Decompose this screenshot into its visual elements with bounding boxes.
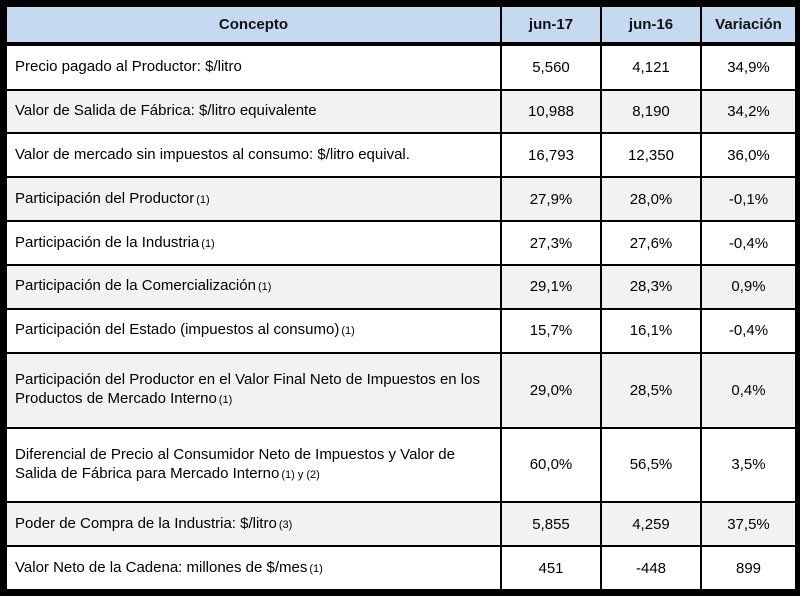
concept-cell: Diferencial de Precio al Consumidor Neto… — [5, 426, 502, 504]
footnote-ref: (3) — [278, 518, 293, 531]
table-row: Valor de mercado sin impuestos al consum… — [5, 132, 797, 179]
footnote-ref: (1) — [218, 394, 233, 407]
concept-cell: Valor de Salida de Fábrica: $/litro equi… — [5, 88, 502, 135]
variation-cell: 34,9% — [700, 43, 797, 91]
concept-text: Participación del Productor en el Valor … — [15, 371, 480, 408]
jun17-cell: 16,793 — [500, 132, 602, 179]
jun16-cell: -448 — [600, 545, 702, 591]
concept-text: Participación de la Comercialización — [15, 277, 256, 295]
jun17-cell: 5,855 — [500, 501, 602, 548]
jun17-cell: 60,0% — [500, 426, 602, 504]
concept-cell: Participación de la Industria (1) — [5, 220, 502, 266]
concept-cell: Participación de la Comercialización (1) — [5, 264, 502, 310]
footnote-ref: (1) — [196, 193, 210, 206]
jun17-cell: 27,9% — [500, 176, 602, 223]
table-row: Valor Neto de la Cadena: millones de $/m… — [5, 545, 797, 591]
footnote-ref: (1) — [257, 281, 272, 294]
table-row: Poder de Compra de la Industria: $/litro… — [5, 501, 797, 548]
concept-text: Valor de mercado sin impuestos al consum… — [15, 145, 410, 163]
variation-cell: 37,5% — [700, 501, 797, 548]
jun16-cell: 56,5% — [600, 426, 702, 504]
jun16-cell: 4,121 — [600, 43, 702, 91]
concept-cell: Participación del Productor en el Valor … — [5, 351, 502, 429]
jun16-cell: 12,350 — [600, 132, 702, 179]
variation-cell: -0,1% — [700, 176, 797, 223]
concept-text: Valor Neto de la Cadena: millones de $/m… — [15, 558, 308, 576]
concept-text: Participación de la Industria — [15, 233, 200, 251]
table-row: Precio pagado al Productor: $/litro 5,56… — [5, 43, 797, 91]
header-cell-concepto: Concepto — [5, 5, 502, 46]
jun16-cell: 16,1% — [600, 307, 702, 354]
jun16-cell: 28,5% — [600, 351, 702, 429]
header-row: Concepto jun-17 jun-16 Variación — [5, 5, 797, 46]
table-row: Participación del Productor (1) 27,9% 28,… — [5, 176, 797, 223]
concept-cell: Valor Neto de la Cadena: millones de $/m… — [5, 545, 502, 591]
jun16-cell: 28,0% — [600, 176, 702, 223]
jun16-cell: 28,3% — [600, 264, 702, 310]
footnote-ref: (1) y (2) — [281, 468, 320, 481]
jun17-cell: 15,7% — [500, 307, 602, 354]
header-cell-jun17: jun-17 — [500, 5, 602, 46]
jun17-cell: 29,0% — [500, 351, 602, 429]
jun17-cell: 10,988 — [500, 88, 602, 135]
footnote-ref: (1) — [201, 237, 215, 250]
variation-cell: 3,5% — [700, 426, 797, 504]
variation-cell: -0,4% — [700, 307, 797, 354]
table-row: Participación de la Industria (1) 27,3% 2… — [5, 220, 797, 266]
jun16-cell: 4,259 — [600, 501, 702, 548]
concept-cell: Participación del Productor (1) — [5, 176, 502, 223]
concept-text: Poder de Compra de la Industria: $/litro — [15, 514, 277, 532]
concept-cell: Poder de Compra de la Industria: $/litro… — [5, 501, 502, 548]
concept-cell: Valor de mercado sin impuestos al consum… — [5, 132, 502, 179]
header-cell-variacion: Variación — [700, 5, 797, 46]
jun17-cell: 451 — [500, 545, 602, 591]
variation-cell: 34,2% — [700, 88, 797, 135]
jun17-cell: 27,3% — [500, 220, 602, 266]
concept-text: Precio pagado al Productor: $/litro — [15, 57, 242, 75]
table-row: Participación del Productor en el Valor … — [5, 351, 797, 429]
concept-cell: Participación del Estado (impuestos al c… — [5, 307, 502, 354]
concept-text: Valor de Salida de Fábrica: $/litro equi… — [15, 101, 317, 119]
concept-text: Participación del Estado (impuestos al c… — [15, 321, 340, 339]
concept-text: Participación del Productor — [15, 189, 195, 207]
footnote-ref: (1) — [309, 562, 323, 575]
table-row: Participación de la Comercialización (1) … — [5, 264, 797, 310]
table-row: Diferencial de Precio al Consumidor Neto… — [5, 426, 797, 504]
concept-text: Diferencial de Precio al Consumidor Neto… — [15, 445, 455, 482]
concept-cell: Precio pagado al Productor: $/litro — [5, 43, 502, 91]
jun17-cell: 29,1% — [500, 264, 602, 310]
variation-cell: 0,9% — [700, 264, 797, 310]
variation-cell: 36,0% — [700, 132, 797, 179]
jun16-cell: 8,190 — [600, 88, 702, 135]
header-cell-jun16: jun-16 — [600, 5, 702, 46]
jun17-cell: 5,560 — [500, 43, 602, 91]
variation-cell: 0,4% — [700, 351, 797, 429]
variation-cell: 899 — [700, 545, 797, 591]
price-table: Concepto jun-17 jun-16 Variación Precio … — [5, 5, 797, 591]
footnote-ref: (1) — [341, 325, 355, 338]
table-row: Participación del Estado (impuestos al c… — [5, 307, 797, 354]
variation-cell: -0,4% — [700, 220, 797, 266]
jun16-cell: 27,6% — [600, 220, 702, 266]
table-row: Valor de Salida de Fábrica: $/litro equi… — [5, 88, 797, 135]
